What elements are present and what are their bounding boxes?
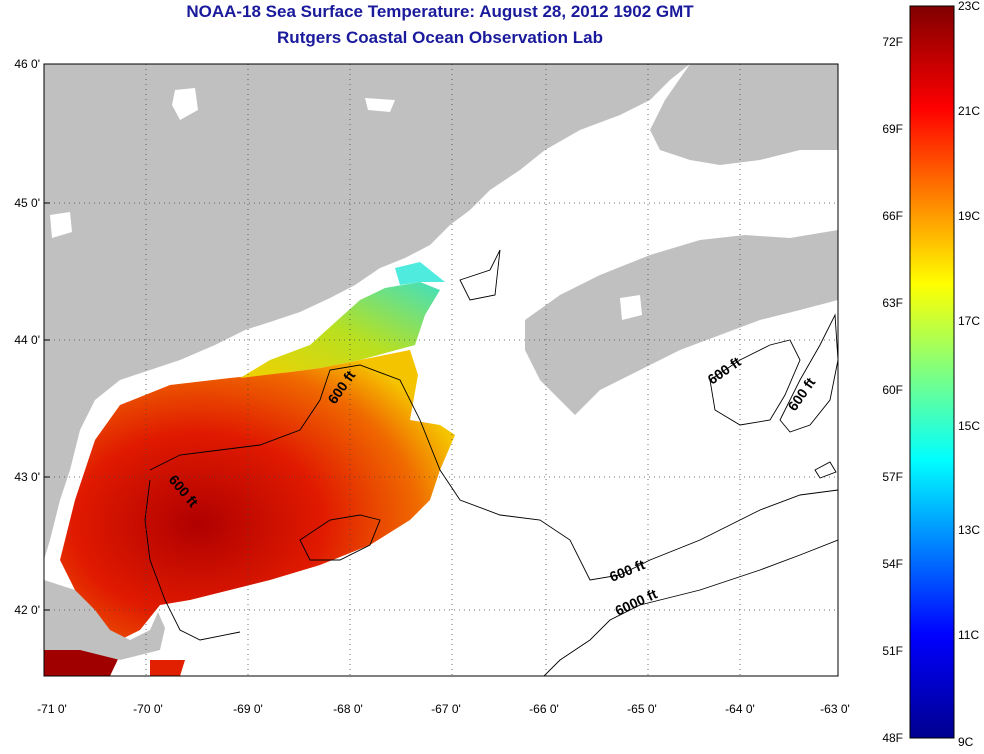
lon-tick-label: -69 0'	[233, 702, 263, 716]
contour-6000ft	[543, 539, 838, 676]
fahrenheit-tick-label: 69F	[882, 122, 903, 136]
land-new-brunswick	[650, 64, 838, 165]
contour-600ft-east-b	[779, 313, 838, 433]
colorbar-fahrenheit-axis: 72F 69F 66F 63F 60F 57F 54F 51F 48F	[882, 35, 903, 745]
land-lake	[620, 295, 642, 320]
lon-tick-label: -70 0'	[133, 702, 163, 716]
contour-600ft-gulf	[149, 364, 838, 581]
contour-small	[814, 461, 837, 479]
celsius-tick-label: 11C	[958, 628, 979, 642]
fahrenheit-tick-label: 60F	[882, 383, 903, 397]
land-new-england	[44, 64, 690, 560]
lon-axis: -71 0' -70 0' -69 0' -68 0' -67 0' -66 0…	[37, 702, 850, 716]
lon-tick-label: -68 0'	[333, 702, 363, 716]
map-title: NOAA-18 Sea Surface Temperature: August …	[186, 2, 694, 21]
celsius-tick-label: 9C	[958, 735, 974, 749]
lon-tick-label: -63 0'	[820, 702, 850, 716]
map-gridlines	[44, 64, 838, 676]
land-cape-cod	[44, 580, 165, 660]
contour-600ft-west	[144, 479, 241, 641]
fahrenheit-tick-label: 72F	[882, 35, 903, 49]
fahrenheit-tick-label: 66F	[882, 209, 903, 223]
lon-tick-label: -67 0'	[431, 702, 461, 716]
celsius-tick-label: 23C	[958, 0, 980, 13]
lat-tick-label: 44 0'	[14, 333, 40, 347]
celsius-tick-label: 19C	[958, 209, 980, 223]
lat-axis: 46 0' 45 0' 44 0' 43 0' 42 0'	[14, 57, 50, 617]
celsius-tick-label: 15C	[958, 419, 980, 433]
sst-cool-region	[240, 282, 440, 378]
colorbar-celsius-axis: 23C 21C 19C 17C 15C 13C 11C 9C	[958, 0, 980, 749]
lon-tick-label: -66 0'	[529, 702, 559, 716]
map-subtitle: Rutgers Coastal Ocean Observation Lab	[277, 28, 603, 47]
celsius-tick-label: 17C	[958, 314, 980, 328]
fahrenheit-tick-label: 54F	[882, 557, 903, 571]
land-lake	[365, 98, 395, 112]
fahrenheit-tick-label: 63F	[882, 296, 903, 310]
land-nova-scotia	[525, 230, 838, 415]
celsius-tick-label: 21C	[958, 104, 980, 118]
contour-small	[459, 249, 501, 301]
bathymetry-contours	[144, 249, 838, 676]
map-frame	[43, 63, 839, 677]
land-lake	[172, 88, 198, 120]
lon-tick-label: -64 0'	[725, 702, 755, 716]
fahrenheit-tick-label: 48F	[882, 731, 903, 745]
fahrenheit-tick-label: 57F	[882, 470, 903, 484]
lat-tick-label: 43 0'	[14, 470, 40, 484]
lat-tick-label: 46 0'	[14, 57, 40, 71]
lon-tick-label: -71 0'	[37, 702, 67, 716]
lat-tick-label: 42 0'	[14, 603, 40, 617]
land-lake	[50, 212, 72, 238]
sst-warm-region	[60, 350, 455, 640]
contour-600ft-east-a	[709, 339, 801, 426]
sst-cool-coastal	[395, 262, 445, 285]
colorbar-gradient	[909, 5, 955, 739]
lat-tick-label: 45 0'	[14, 196, 40, 210]
celsius-tick-label: 13C	[958, 523, 980, 537]
sst-cape-cod-warm	[150, 660, 185, 676]
fahrenheit-tick-label: 51F	[882, 644, 903, 658]
contour-small	[299, 514, 381, 561]
lon-tick-label: -65 0'	[627, 702, 657, 716]
